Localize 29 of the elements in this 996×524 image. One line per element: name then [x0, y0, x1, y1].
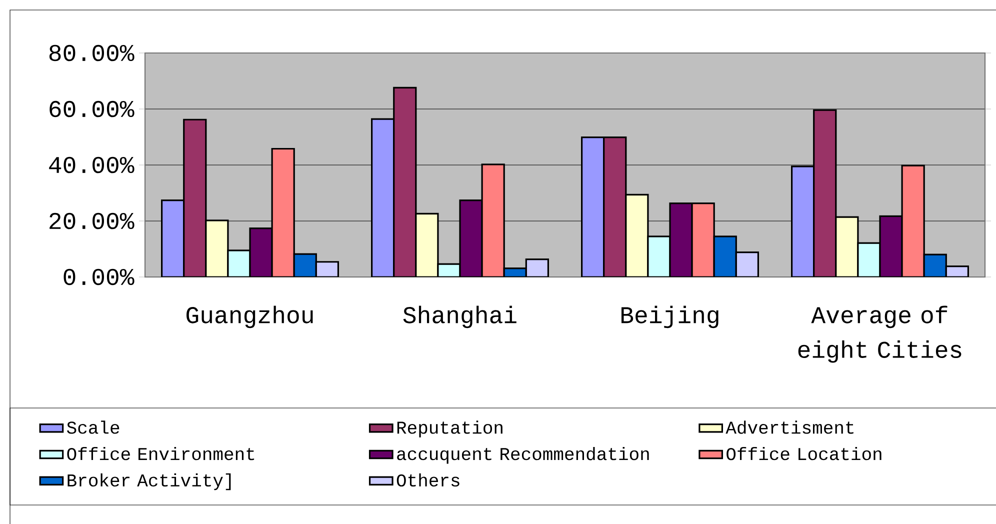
bar: [691, 202, 715, 277]
y-tick-label: 60.00%: [50, 100, 134, 118]
legend-label: accuquent Recommendation: [397, 446, 649, 464]
bar: [625, 194, 649, 277]
legend-label: Others: [396, 473, 460, 487]
bar: [183, 118, 207, 277]
bar: [481, 164, 505, 277]
bar: [271, 148, 295, 277]
bar: [901, 164, 925, 277]
y-tick-label: 80.00%: [49, 44, 134, 62]
bar: [835, 216, 859, 277]
legend-label: Broker Activity]: [68, 473, 231, 490]
y-tick-label: 40.00%: [49, 156, 134, 174]
bar: [813, 109, 837, 277]
legend-label: Scale: [66, 420, 120, 434]
legend-label: Advertisment: [726, 420, 854, 434]
y-tick-label: 0.00%: [64, 268, 134, 286]
x-tick-label: Beijing: [621, 306, 718, 328]
y-tick-label: 20.00%: [50, 212, 134, 230]
bar: [205, 220, 229, 277]
bar: [393, 86, 417, 277]
legend-label: Reputation: [397, 420, 502, 438]
x-tick-label: Average of eight Cities: [798, 306, 962, 363]
x-tick-label: Shanghai: [403, 306, 516, 328]
legend-label: Office Environment: [67, 446, 254, 460]
bar: [603, 136, 627, 277]
x-tick-label: Guangzhou: [186, 306, 313, 328]
bar: [415, 212, 439, 277]
legend-label: Office Location: [726, 446, 882, 460]
